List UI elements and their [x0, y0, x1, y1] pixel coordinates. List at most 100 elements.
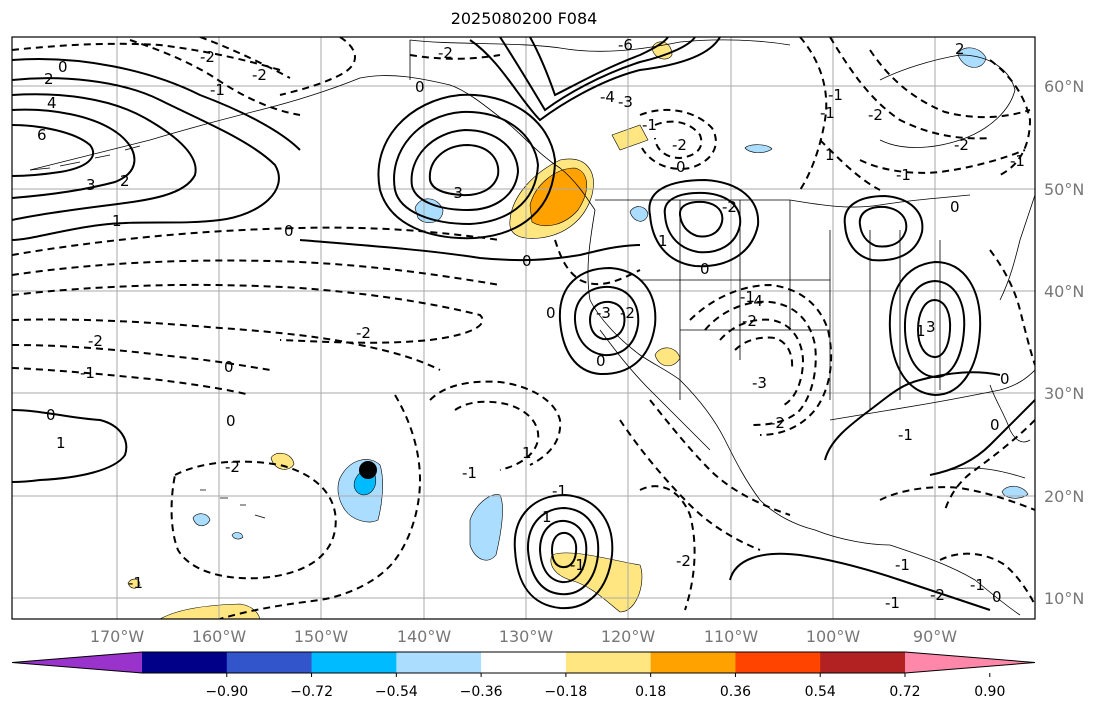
- storm-center-marker: [359, 461, 377, 479]
- contour-label: 3: [86, 176, 96, 194]
- contour-label: 0: [676, 158, 686, 176]
- contour-label: 0: [596, 352, 606, 370]
- lat-label: 50°N: [1044, 180, 1084, 199]
- negative-region-epac: [469, 494, 503, 561]
- lon-label: 120°W: [601, 627, 656, 646]
- contour-baja-1: [558, 266, 657, 376]
- contour-neg-ak-1: [279, 37, 356, 96]
- map-frame: [11, 36, 1036, 620]
- contour-neg-canada-1: [639, 108, 717, 170]
- colorbar-tick-label: −0.18: [544, 684, 587, 700]
- contour-label: 0: [284, 222, 294, 240]
- contour-label: -1: [898, 426, 913, 444]
- contour-labels: 0 2 4 6 3 2 1 -2 -2 -1 -2 -6 -4 -3 -2 -1…: [37, 37, 1025, 612]
- alaska-coast: [29, 75, 596, 211]
- lat-label: 20°N: [1044, 487, 1084, 506]
- contour-label: -2: [438, 44, 453, 62]
- contour-neg-east-2: [944, 419, 1035, 511]
- contour-imw-2: [663, 191, 742, 254]
- contour-label: 0: [990, 416, 1000, 434]
- positive-region-canada: [611, 124, 649, 151]
- contour-label: -2: [930, 586, 945, 604]
- contour-label: 0: [992, 588, 1002, 606]
- gulf-coast: [829, 369, 1035, 421]
- colorbar-tick-label: −0.90: [205, 684, 248, 700]
- contour-label: 0: [522, 252, 532, 270]
- contour-neg-ne-5: [859, 149, 1026, 174]
- contour-label: -1: [570, 556, 585, 574]
- contour-lines-dashed: [12, 37, 1035, 619]
- contour-label: -1: [642, 116, 657, 134]
- contour-label: 1: [522, 444, 532, 462]
- contour-neg-top-2: [129, 39, 301, 116]
- contour-label: -2: [672, 136, 687, 154]
- baja: [599, 329, 711, 451]
- contour-zero-west: [12, 409, 128, 483]
- contour-gl-2: [858, 205, 908, 248]
- contour-neg-rockies-1: [689, 283, 833, 436]
- colorbar-swatch: [820, 652, 906, 673]
- contour-label: -2: [620, 304, 635, 322]
- colorbar-tick-label: 0.36: [720, 684, 751, 700]
- contour-neg-mid-1: [429, 380, 562, 466]
- colorbar-tick-label: 0.54: [805, 684, 836, 700]
- contour-label: -1: [1010, 152, 1025, 170]
- colorbar-tick-label: −0.36: [460, 684, 503, 700]
- contour-neg-hawaii-2: [219, 394, 422, 619]
- contour-label: -2: [200, 48, 215, 66]
- contour-label: -1: [828, 86, 843, 104]
- contour-label: -1: [895, 556, 910, 574]
- lon-label: 160°W: [192, 627, 247, 646]
- contour-label: 2: [955, 40, 965, 58]
- hawaii-islands: [200, 489, 266, 519]
- contour-label: 1: [825, 146, 835, 164]
- contour-label: -3: [596, 304, 611, 322]
- positive-region-epac: [550, 552, 643, 613]
- contour-label: 0: [700, 260, 710, 278]
- lon-label: 170°W: [90, 627, 145, 646]
- contour-neg-zonal-6: [12, 367, 251, 396]
- contour-label: -3: [752, 374, 767, 392]
- contour-label: 1: [112, 212, 122, 230]
- lat-label: 60°N: [1044, 77, 1084, 96]
- us-state-borders: [640, 200, 941, 410]
- contour-label: 1: [916, 322, 926, 340]
- colorbar-swatch: [142, 652, 228, 673]
- lon-label: 100°W: [806, 627, 861, 646]
- colorbar-tick-label: −0.72: [290, 684, 333, 700]
- contour-baja-3: [588, 300, 626, 341]
- contour-label: -2: [742, 312, 757, 330]
- colorbar: −0.90 −0.72 −0.54 −0.36 −0.18 0.18 0.36 0.54 0.7…: [11, 651, 1036, 700]
- hudson-bay: [879, 54, 1016, 148]
- colorbar-swatch: [735, 652, 821, 673]
- contour-neg-carib-2: [939, 552, 1035, 606]
- contour-ep-3: [538, 519, 588, 584]
- lon-label: 140°W: [397, 627, 452, 646]
- contour-neg-zonal-2: [12, 259, 501, 286]
- contour-label: 6: [37, 126, 47, 144]
- cuba: [949, 467, 1026, 479]
- contour-neg-top-1: [12, 42, 281, 71]
- contour-seus-2: [903, 279, 966, 379]
- contour-neg-mex-1: [649, 399, 791, 516]
- lon-label: 130°W: [499, 627, 554, 646]
- contour-neg-ne-3: [869, 49, 1031, 119]
- lat-label: 40°N: [1044, 282, 1084, 301]
- colorbar-tick-label: 0.18: [635, 684, 666, 700]
- negative-region-hawaii-b: [231, 532, 244, 540]
- contour-neg-carib-1: [879, 486, 1035, 511]
- colorbar-swatch: [311, 652, 397, 673]
- contour-canada-1: [469, 37, 721, 122]
- contour-ep-1: [513, 493, 614, 610]
- colorbar-extend-low: [12, 652, 142, 673]
- contour-label: 3: [926, 318, 936, 336]
- lat-label: 10°N: [1044, 589, 1084, 608]
- contour-label: 0: [224, 358, 234, 376]
- contour-label: -2: [356, 324, 371, 342]
- contour-ep-2: [526, 506, 600, 596]
- contour-label: 0: [46, 406, 56, 424]
- negative-region-nevada: [629, 206, 649, 222]
- contour-lines: [12, 37, 1035, 611]
- colorbar-tick-label: −0.54: [375, 684, 418, 700]
